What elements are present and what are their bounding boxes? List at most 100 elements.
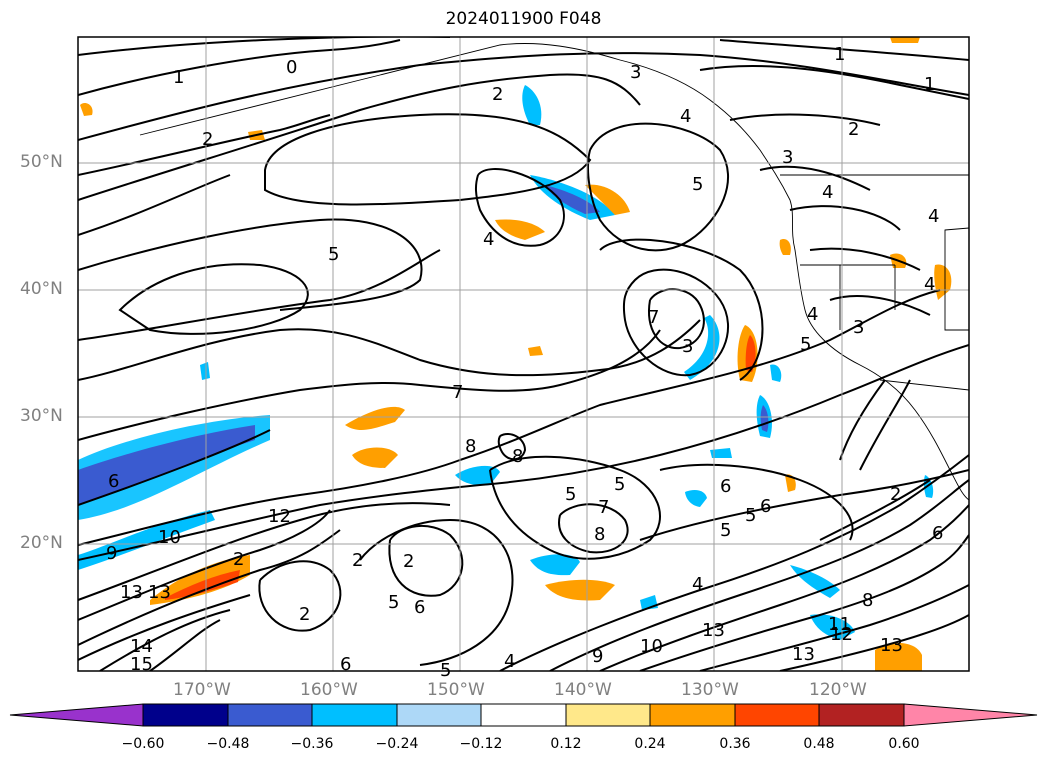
contour-labels: 1 1 1 2 0 2 3 2 4 4 3 5 4 4 5 4 5 7 3 4 … <box>106 44 943 681</box>
longitude-label: 170°W <box>173 680 231 700</box>
positive-shading-region <box>352 447 398 468</box>
latitude-label: 20°N <box>20 533 63 553</box>
contour-label: 5 <box>692 174 703 195</box>
contour-label: 6 <box>340 654 351 675</box>
negative-shading-region <box>200 362 210 380</box>
contour-label: 2 <box>299 604 310 625</box>
colorbar-cell <box>903 703 1038 727</box>
longitude-label: 120°W <box>809 680 867 700</box>
longitude-label: 140°W <box>554 680 612 700</box>
contour-label: 3 <box>782 147 793 168</box>
contour-label: 11 <box>828 614 851 635</box>
longitude-label: 160°W <box>300 680 358 700</box>
longitude-label: 150°W <box>427 680 485 700</box>
colorbar-tick-label: −0.24 <box>375 736 419 752</box>
contour-label: 1 <box>924 74 935 95</box>
contour-label: 4 <box>924 274 935 295</box>
colorbar-cell <box>9 703 144 727</box>
contour-label: 2 <box>890 484 901 505</box>
contour-label: 8 <box>512 446 523 467</box>
colorbar-tick-label: 0.36 <box>719 736 751 752</box>
contour-label: 4 <box>928 206 939 227</box>
colorbar-cell <box>142 703 229 727</box>
colorbar-cell <box>818 703 905 727</box>
positive-shading-region <box>875 643 922 671</box>
contour-label: 4 <box>692 574 703 595</box>
colorbar-cell <box>734 703 820 727</box>
contour-label: 6 <box>108 471 119 492</box>
contour-label: 2 <box>233 549 244 570</box>
contour-label: 13 <box>880 635 903 656</box>
contour-label: 7 <box>452 382 463 403</box>
graticule <box>78 37 969 671</box>
contour-label: 8 <box>465 436 476 457</box>
colorbar-tick-label: 0.60 <box>888 736 920 752</box>
contour-label: 3 <box>682 336 693 357</box>
colorbar-cell <box>396 703 482 727</box>
negative-shading-region <box>78 425 255 505</box>
positive-shading-region <box>585 184 630 215</box>
contour-label: 6 <box>760 496 771 517</box>
contour-label: 12 <box>268 506 291 527</box>
contour-label: 10 <box>158 527 181 548</box>
contour-label: 8 <box>862 590 873 611</box>
contour-label: 8 <box>594 524 605 545</box>
contour-label: 4 <box>822 182 833 203</box>
positive-shading-region <box>495 219 545 240</box>
negative-shading-region <box>78 510 215 570</box>
colorbar-cell <box>565 703 651 727</box>
latitude-label: 30°N <box>20 406 63 426</box>
contour-label: 2 <box>352 550 363 571</box>
contour-label: 5 <box>745 505 756 526</box>
negative-shading-region <box>522 85 542 125</box>
latitude-label: 40°N <box>20 279 63 299</box>
negative-shading-region <box>545 185 600 214</box>
colorbar-tick-label: −0.60 <box>121 736 165 752</box>
contour-label: 4 <box>504 651 515 672</box>
longitude-label: 130°W <box>681 680 739 700</box>
colorbar-tick-label: −0.48 <box>206 736 250 752</box>
colorbar-cell <box>227 703 313 727</box>
contour-label: 7 <box>648 307 659 328</box>
positive-shading-region <box>165 570 240 600</box>
contour-label: 2 <box>202 129 213 150</box>
positive-shading-region <box>80 103 93 116</box>
contour-label: 5 <box>800 334 811 355</box>
contour-label: 2 <box>492 84 503 105</box>
colorbar <box>9 703 1038 727</box>
positive-shading-region <box>890 37 920 43</box>
contour-label: 4 <box>680 106 691 127</box>
positive-shading-region <box>934 264 952 300</box>
colorbar-tick-label: −0.36 <box>290 736 334 752</box>
contour-label: 1 <box>173 67 184 88</box>
contour-label: 0 <box>286 57 297 78</box>
negative-shading-region <box>710 448 732 458</box>
negative-shading-region <box>684 315 720 380</box>
contour-label: 10 <box>640 636 663 657</box>
contour-label: 15 <box>130 654 153 675</box>
negative-shading-region <box>685 490 707 507</box>
positive-shading-region <box>785 474 796 492</box>
contour-label: 13 <box>792 644 815 665</box>
colorbar-tick-label: 0.48 <box>803 736 835 752</box>
contour-label: 1 <box>834 44 845 65</box>
contour-label: 4 <box>807 304 818 325</box>
shaded-fields <box>78 37 952 671</box>
colorbar-tick-label: 0.24 <box>634 736 666 752</box>
contour-label: 6 <box>932 523 943 544</box>
contour-label: 13 <box>702 620 725 641</box>
contour-label: 5 <box>720 520 731 541</box>
positive-shading-region <box>779 239 791 255</box>
contour-label: 2 <box>848 119 859 140</box>
contour-label: 3 <box>630 62 641 83</box>
contour-label: 9 <box>106 543 117 564</box>
map-title: 2024011900 F048 <box>445 9 602 29</box>
contour-lines <box>78 37 969 671</box>
coastlines <box>139 43 969 501</box>
contour-label: 5 <box>614 474 625 495</box>
contour-label: 13 <box>120 582 143 603</box>
negative-shading-region <box>530 554 580 576</box>
contour-label: 14 <box>130 636 153 657</box>
negative-shading-region <box>770 364 782 382</box>
